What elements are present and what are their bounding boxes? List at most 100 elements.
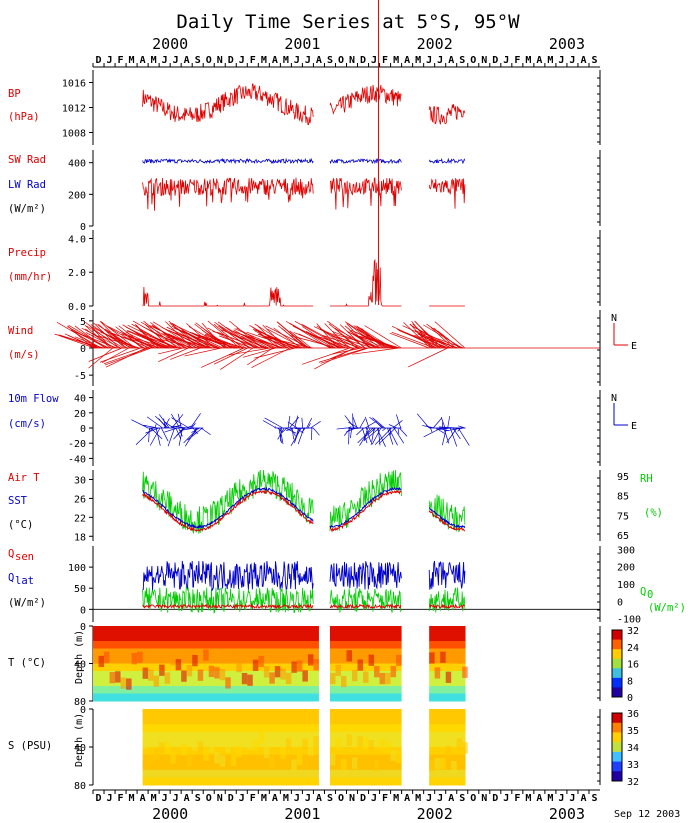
year-label: 2001 (284, 35, 320, 53)
flow-stick (310, 421, 321, 429)
section-band (93, 671, 319, 679)
flow-stick (301, 427, 306, 433)
y-tick-label: 1016 (62, 79, 86, 90)
section-band (429, 739, 466, 748)
section-band (429, 754, 466, 763)
panel-temp: Air T SST (°C) 30 26 22 18 95 85 75 65 RH (%) (8, 469, 663, 543)
wind-stick (98, 335, 140, 349)
month-label: J (503, 793, 509, 804)
month-label: A (272, 793, 278, 804)
section-patch (131, 653, 138, 665)
qsen-subscript: sen (15, 551, 34, 563)
section-patch (153, 748, 160, 760)
flow-stick (350, 427, 362, 430)
y-tick-label: 18 (74, 532, 86, 543)
right-tick-label: 85 (617, 492, 629, 503)
series-line (142, 286, 314, 307)
flow-stick (397, 427, 400, 435)
wind-stick (302, 347, 350, 365)
wind-stick (93, 327, 132, 349)
month-label: O (206, 793, 212, 804)
flow-stick (452, 427, 461, 440)
panel-precip: Precip (mm/hr) 4.0 2.0 0.0 (8, 230, 601, 313)
month-label: A (272, 55, 278, 66)
section-band (329, 693, 402, 702)
section-patch (137, 651, 143, 663)
year-label: 2001 (284, 805, 320, 823)
year-label: 2002 (417, 805, 453, 823)
flow-stick (155, 427, 161, 446)
section-band (142, 731, 319, 740)
wind-stick (320, 347, 369, 364)
wind-stick (121, 333, 168, 349)
flow-stick (264, 417, 283, 429)
section-patch (285, 672, 292, 684)
wind-stick (173, 327, 221, 349)
wind-stick (108, 326, 145, 349)
section-patch (274, 666, 281, 678)
flow-stick (422, 425, 435, 429)
wind-stick (99, 347, 141, 363)
flow-stick (150, 427, 163, 440)
flow-stick (364, 416, 370, 429)
qlat-subscript: lat (15, 575, 34, 587)
flow-stick (369, 416, 384, 429)
y-tick-label: 0 (80, 344, 86, 355)
section-patch (462, 666, 468, 678)
flow-stick (396, 414, 402, 429)
colorbar-label: 32 (627, 626, 639, 637)
section-patch (236, 661, 242, 673)
series-line (142, 157, 314, 165)
section-patch (148, 753, 154, 765)
flow-stick (295, 427, 310, 429)
colorbar-label: 34 (627, 743, 639, 754)
section-band (429, 777, 466, 786)
section-patch (159, 742, 165, 754)
wind-stick (166, 336, 214, 349)
section-patch (197, 669, 204, 681)
wind-stick (254, 323, 293, 349)
panel-label: (m/s) (8, 349, 40, 361)
wind-stick (233, 331, 284, 349)
series-line (142, 560, 314, 592)
flow-stick (352, 416, 358, 429)
series-line (428, 494, 466, 533)
y-tick-label: 5 (80, 317, 86, 328)
series-line (142, 602, 314, 610)
series-line (329, 486, 402, 530)
flow-stick (307, 423, 311, 429)
flow-stick (336, 427, 347, 430)
section-band (429, 648, 466, 657)
colorbar-swatch (612, 761, 622, 772)
series-line (142, 469, 314, 534)
panel-label: (mm/hr) (8, 271, 52, 283)
month-label: D (228, 793, 234, 804)
section-band (142, 777, 319, 786)
section-patch (313, 659, 319, 671)
section-patch (368, 654, 375, 666)
wind-stick (273, 327, 301, 349)
qsen-label: Q (8, 548, 14, 560)
month-label: M (415, 55, 421, 66)
wind-stick (322, 336, 345, 349)
y-tick-label: 0 (80, 222, 86, 233)
section-patch (296, 753, 303, 766)
flow-stick (388, 424, 397, 429)
panel-label: LW Rad (8, 179, 46, 191)
section-band (93, 686, 319, 694)
section-patch (368, 740, 375, 752)
section-patch (396, 751, 402, 764)
q0-units: (W/m²) (648, 602, 686, 614)
section-patch (219, 669, 226, 681)
section-patch (296, 660, 303, 672)
flow-stick (363, 427, 368, 441)
month-label: M (129, 55, 135, 66)
wind-stick (294, 321, 344, 349)
month-label: S (195, 793, 201, 804)
y-tick-label: 50 (74, 584, 86, 595)
wind-stick (228, 347, 271, 356)
flow-stick (187, 427, 203, 441)
wind-stick (198, 334, 246, 349)
month-label: N (217, 55, 223, 66)
